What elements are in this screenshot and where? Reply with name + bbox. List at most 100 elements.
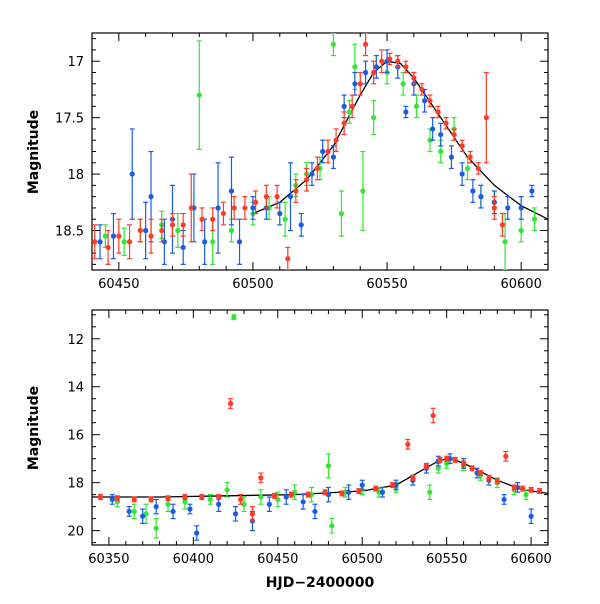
top-data-point-red — [459, 143, 465, 149]
bottom-data-point-red — [249, 511, 256, 517]
top-data-point-red — [137, 227, 143, 234]
bottom-data-point-blue — [359, 482, 365, 488]
bottom-data-point-red — [199, 494, 205, 500]
top-y-axis-title: Magnitude — [26, 110, 42, 194]
bottom-data-point-red — [511, 484, 517, 491]
top-data-point-green — [196, 92, 202, 98]
bottom-data-point-red — [410, 475, 416, 481]
bottom-data-point-green — [165, 501, 171, 507]
top-data-point-blue — [129, 171, 135, 177]
bottom-data-point-blue — [153, 504, 159, 510]
bottom-data-point-green — [435, 465, 441, 471]
bottom-data-point-blue — [300, 499, 306, 505]
top-data-point-red — [148, 233, 154, 239]
bottom-data-point-red — [238, 496, 244, 503]
bottom-y-tick-label: 16 — [67, 429, 84, 444]
bottom-data-point-green — [258, 494, 264, 500]
top-data-point-green — [502, 239, 508, 245]
top-data-point-green — [531, 216, 538, 222]
top-data-point-red — [105, 244, 111, 251]
top-data-point-red — [341, 120, 347, 126]
bottom-data-point-red — [373, 486, 379, 492]
top-data-point-green — [210, 239, 216, 245]
top-data-point-green — [175, 227, 181, 234]
bottom-data-point-blue — [283, 494, 289, 500]
bottom-data-point-blue — [187, 506, 193, 512]
bottom-data-point-red — [486, 475, 492, 481]
top-data-point-red — [126, 239, 133, 245]
bottom-x-tick-label: 60450 — [257, 552, 298, 567]
bottom-data-point-green — [153, 525, 159, 531]
top-data-point-red — [293, 188, 299, 194]
bottom-y-axis-title: Magnitude — [26, 386, 42, 470]
top-data-point-red — [499, 222, 505, 228]
top-data-point-red — [314, 165, 320, 172]
top-data-point-red — [199, 216, 205, 222]
bottom-data-point-red — [227, 400, 234, 407]
bottom-data-point-red — [114, 495, 120, 501]
top-data-point-red — [263, 194, 269, 200]
top-data-point-red — [92, 239, 98, 245]
top-x-tick-label: 60550 — [366, 277, 407, 292]
top-data-point-green — [346, 109, 353, 115]
bottom-data-point-blue — [216, 501, 222, 507]
bottom-data-point-red — [356, 488, 362, 494]
top-data-point-red — [231, 205, 237, 211]
top-data-point-blue — [422, 98, 428, 104]
bottom-data-point-green — [131, 508, 137, 515]
bottom-series-red — [97, 398, 543, 522]
top-series-green — [102, 33, 538, 270]
bottom-plot-area — [92, 314, 548, 541]
top-model-curve — [252, 60, 548, 220]
bottom-series-green — [114, 314, 529, 539]
bottom-data-point-blue — [346, 489, 352, 495]
top-data-point-blue — [148, 194, 154, 200]
bottom-y-tick-label: 20 — [67, 525, 84, 540]
top-data-point-red — [188, 205, 194, 211]
bottom-data-point-red — [494, 478, 500, 485]
top-data-point-blue — [215, 205, 221, 211]
top-data-point-red — [395, 58, 401, 64]
top-data-point-blue — [309, 171, 315, 177]
top-y-tick-label: 18 — [67, 168, 84, 183]
top-data-point-blue — [236, 239, 243, 245]
top-data-point-blue — [161, 239, 168, 245]
top-data-point-red — [443, 120, 449, 126]
top-data-point-blue — [250, 205, 256, 211]
bottom-data-point-red — [430, 412, 436, 419]
top-data-point-green — [360, 188, 366, 194]
bottom-x-tick-label: 60350 — [88, 552, 129, 567]
top-data-point-red — [159, 227, 165, 234]
bottom-data-point-red — [216, 494, 222, 500]
top-data-point-blue — [448, 154, 455, 160]
bottom-x-axis-title: HJD−2400000 — [266, 575, 375, 591]
top-data-point-red — [349, 103, 355, 109]
bottom-data-point-red — [405, 441, 411, 447]
top-data-point-green — [371, 115, 377, 121]
top-data-point-green — [282, 216, 288, 222]
bottom-x-tick-label: 60550 — [426, 552, 467, 567]
bottom-data-point-green — [427, 489, 433, 495]
top-data-point-green — [438, 148, 444, 155]
bottom-data-point-red — [444, 456, 450, 462]
top-data-point-red — [491, 205, 497, 211]
top-data-point-blue — [202, 239, 208, 245]
top-data-point-red — [325, 148, 331, 155]
top-data-point-blue — [363, 69, 369, 76]
bottom-data-point-blue — [379, 489, 386, 495]
bottom-x-tick-label: 60500 — [342, 552, 383, 567]
top-data-point-green — [518, 227, 524, 234]
bottom-y-tick-label: 18 — [67, 477, 84, 492]
bottom-data-point-green — [523, 492, 529, 498]
top-data-point-blue — [180, 244, 186, 251]
top-data-point-red — [303, 177, 310, 183]
top-data-point-green — [228, 227, 235, 234]
bottom-data-point-red — [469, 465, 475, 471]
bottom-x-tick-label: 60600 — [510, 552, 551, 567]
top-x-tick-label: 60500 — [232, 277, 273, 292]
bottom-data-point-green — [444, 460, 450, 467]
top-data-point-red — [387, 56, 393, 62]
bottom-data-point-green — [325, 463, 332, 469]
bottom-data-point-red — [305, 492, 311, 498]
